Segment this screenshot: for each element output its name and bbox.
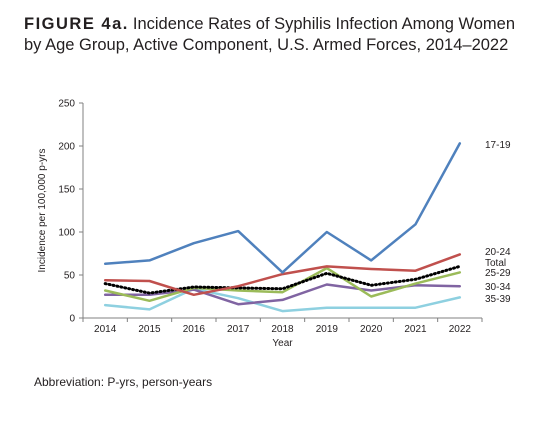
x-tick-label: 2020 xyxy=(360,324,383,335)
y-tick-label: 0 xyxy=(69,314,75,325)
x-axis-title: Year xyxy=(272,338,293,349)
y-tick-label: 150 xyxy=(58,185,75,196)
y-tick-label: 250 xyxy=(58,99,75,110)
x-tick-label: 2015 xyxy=(138,324,161,335)
x-tick-label: 2021 xyxy=(404,324,427,335)
series-label-30-34: 30-34 xyxy=(485,282,511,293)
series-label-17-19: 17-19 xyxy=(485,140,511,151)
y-tick-label: 50 xyxy=(64,271,76,282)
y-tick-label: 100 xyxy=(58,228,75,239)
series-label-total: Total xyxy=(485,258,506,269)
series-line-20-24 xyxy=(103,253,462,297)
x-tick-label: 2017 xyxy=(227,324,250,335)
x-tick-label: 2022 xyxy=(449,324,472,335)
figure-title-text: Incidence Rates of Syphilis Infection Am… xyxy=(24,15,516,54)
series-line-total xyxy=(103,264,462,295)
series-line-25-29 xyxy=(103,266,462,303)
series-label-20-24: 20-24 xyxy=(485,247,511,258)
y-axis-title: Incidence per 100,000 p-yrs xyxy=(37,149,48,273)
series-line-35-39 xyxy=(103,287,462,313)
series-label-25-29: 25-29 xyxy=(485,268,511,279)
x-tick-label: 2019 xyxy=(316,324,339,335)
y-tick-label: 200 xyxy=(58,142,75,153)
series-label-35-39: 35-39 xyxy=(485,294,511,305)
figure-title: FIGURE 4a. Incidence Rates of Syphilis In… xyxy=(24,14,534,56)
figure-label: FIGURE 4a. xyxy=(24,15,129,33)
x-tick-label: 2014 xyxy=(94,324,117,335)
x-tick-label: 2018 xyxy=(271,324,294,335)
footnote: Abbreviation: P-yrs, person-years xyxy=(34,375,213,389)
series-line-17-19 xyxy=(103,142,462,274)
x-tick-label: 2016 xyxy=(183,324,206,335)
